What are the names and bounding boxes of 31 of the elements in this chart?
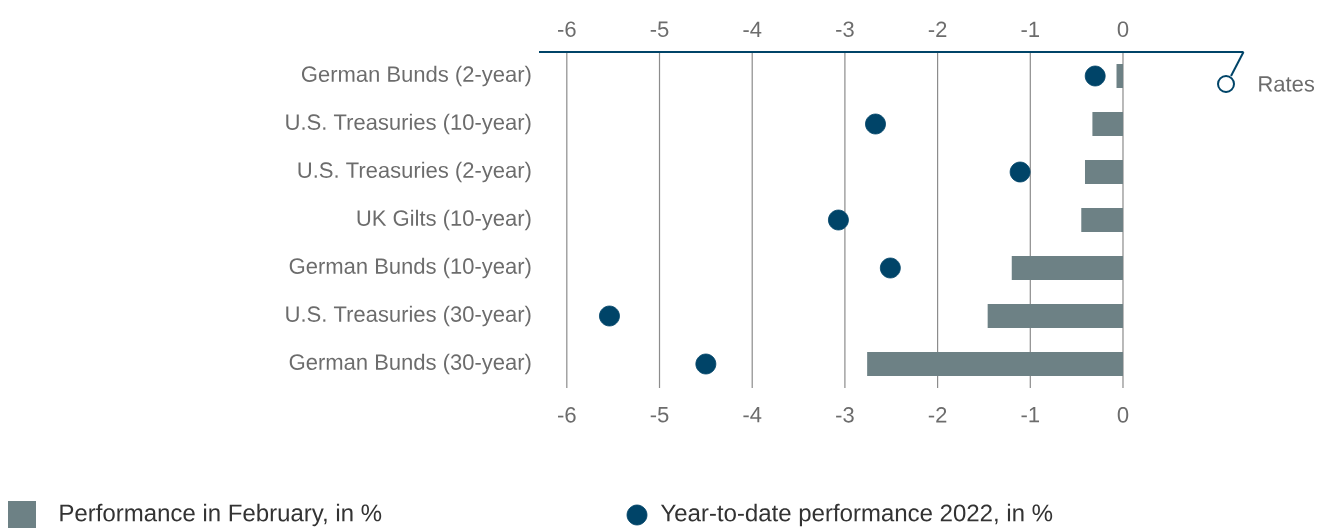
y-tick-label: German Bunds (30-year) [289, 353, 531, 375]
x2-tick-label: -6 [558, 407, 576, 423]
point [1009, 161, 1031, 183]
x2-tick-label: -2 [928, 407, 947, 423]
y-tick-label: U.S. Treasuries (30-year) [286, 305, 531, 327]
y-tick-label: German Bunds (2-year) [301, 65, 531, 87]
legend-label: Performance in February, in % [60, 503, 382, 527]
x-tick-label: -5 [650, 21, 669, 37]
x-tick-label: -4 [743, 21, 762, 37]
x-tick-label: -2 [928, 21, 947, 37]
point [599, 305, 620, 327]
point [879, 257, 901, 279]
y-tick-label: U.S. Treasuries (10-year) [286, 113, 531, 135]
y-tick-label: UK Gilts (10-year) [357, 209, 531, 231]
x-tick-label: -3 [836, 21, 854, 37]
y-tick-label: U.S. Treasuries (2-year) [298, 161, 531, 183]
legend-label: Year-to-date performance 2022, in % [660, 503, 1053, 527]
point [695, 353, 717, 375]
x2-tick-label: -1 [1021, 407, 1040, 423]
point [828, 209, 849, 231]
point [865, 113, 886, 135]
x2-tick-label: 0 [1117, 407, 1129, 423]
y-tick-label: German Bunds (10-year) [289, 257, 531, 279]
point [1084, 65, 1106, 87]
text: Rates [1259, 76, 1315, 92]
x2-tick-label: -4 [743, 407, 762, 423]
x-tick-label: -6 [558, 21, 576, 37]
x-tick-label: 0 [1117, 21, 1129, 37]
x2-tick-label: -5 [650, 407, 669, 423]
x-tick-label: -1 [1021, 21, 1040, 37]
x2-tick-label: -3 [836, 407, 854, 423]
